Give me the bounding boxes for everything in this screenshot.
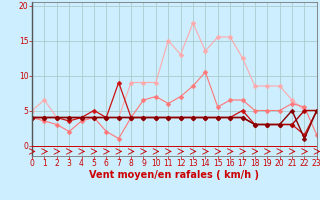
X-axis label: Vent moyen/en rafales ( km/h ): Vent moyen/en rafales ( km/h ) [89,170,260,180]
